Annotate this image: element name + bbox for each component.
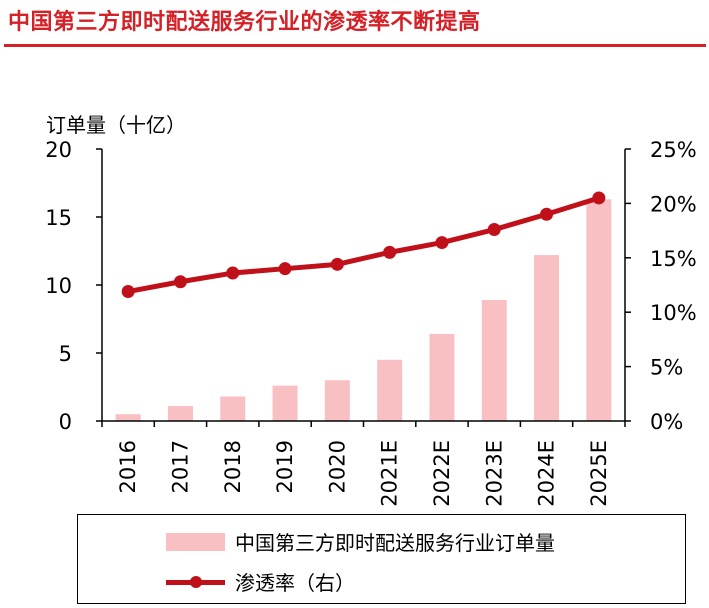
x-tick-label: 2025E <box>587 440 611 507</box>
title-underline <box>4 44 706 47</box>
legend-line-label: 渗透率（右） <box>235 571 355 595</box>
bar-orders-2016 <box>115 414 141 421</box>
left-tick-label: 5 <box>59 342 72 366</box>
point-penetration-2025E <box>592 191 606 205</box>
x-tick-label: 2023E <box>482 440 506 507</box>
bar-orders-2017 <box>167 406 193 421</box>
right-tick-label: 10% <box>650 301 697 325</box>
point-penetration-2018 <box>226 266 240 280</box>
x-tick-label: 2019 <box>273 440 297 493</box>
x-tick-label: 2017 <box>168 440 192 493</box>
x-tick-label: 2018 <box>221 440 245 493</box>
right-tick-label: 5% <box>650 356 683 380</box>
right-tick-label: 25% <box>650 138 697 162</box>
right-tick-label: 15% <box>650 247 697 271</box>
legend-line-swatch <box>166 573 225 591</box>
bar-orders-2019 <box>272 385 298 421</box>
bar-orders-2018 <box>220 396 246 421</box>
x-tick-label: 2022E <box>430 440 454 507</box>
bar-orders-2025E <box>586 199 612 421</box>
left-tick-label: 0 <box>59 410 72 434</box>
left-tick-label: 20 <box>45 138 72 162</box>
legend-item-orders: 中国第三方即时配送服务行业订单量 <box>78 527 555 556</box>
point-penetration-2024E <box>540 207 554 221</box>
y-left-label: 订单量（十亿） <box>46 113 186 137</box>
point-penetration-2016 <box>121 285 135 299</box>
right-tick-label: 20% <box>650 192 697 216</box>
legend-bar-label: 中国第三方即时配送服务行业订单量 <box>235 531 555 555</box>
point-penetration-2017 <box>173 275 187 289</box>
chart-title: 中国第三方即时配送服务行业的渗透率不断提高 <box>8 10 481 35</box>
point-penetration-2021E <box>383 245 397 259</box>
line-penetration <box>127 195 600 294</box>
bar-orders-2023E <box>481 299 507 421</box>
bar-orders-2022E <box>429 333 455 421</box>
point-penetration-2023E <box>487 223 501 237</box>
left-tick-label: 15 <box>45 206 72 230</box>
bar-orders-2024E <box>534 255 560 421</box>
chart-canvas: 0 5 10 15 20 0% 5% 10% 15% 20% 25% 2016 2017 2018 2019… <box>45 113 697 507</box>
point-penetration-2022E <box>435 236 449 250</box>
x-tick-label: 2016 <box>116 440 140 493</box>
point-penetration-2019 <box>278 262 292 276</box>
point-penetration-2020 <box>330 257 344 271</box>
x-tick-label: 2021E <box>378 440 402 507</box>
left-tick-label: 10 <box>45 274 72 298</box>
legend-item-penetration: 渗透率（右） <box>78 567 355 596</box>
chart-legend: 中国第三方即时配送服务行业订单量 渗透率（右） <box>77 514 686 604</box>
bar-orders-2020 <box>324 380 350 421</box>
bar-orders-2021E <box>377 359 403 421</box>
x-tick-label: 2020 <box>325 440 349 493</box>
legend-bar-swatch <box>166 532 225 551</box>
right-tick-label: 0% <box>650 410 683 434</box>
x-tick-label: 2024E <box>535 440 559 507</box>
